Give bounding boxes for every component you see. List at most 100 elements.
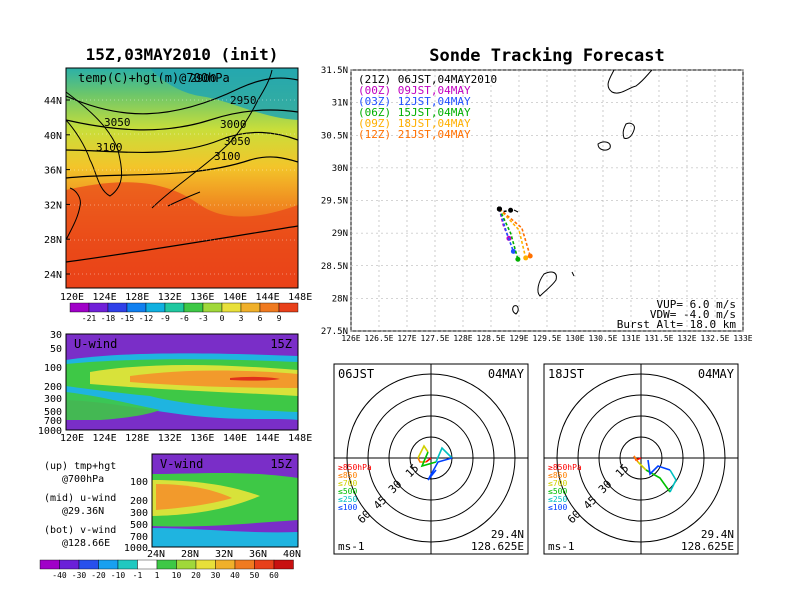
level-legend-entry: ≥850hPa	[338, 463, 372, 472]
u-wind-frame	[65, 333, 299, 431]
level-legend-entry: ≤500	[548, 487, 567, 496]
lon-tick-label: 131E	[621, 334, 640, 343]
height-contour	[66, 225, 298, 263]
colorbar-tick-label: -18	[101, 314, 116, 323]
lon-tick-label: 127.5E	[421, 334, 450, 343]
height-contour	[66, 156, 298, 179]
colorbar-tick-label: 9	[277, 314, 282, 323]
height-contour	[66, 77, 298, 115]
legend-note: @700hPa	[62, 474, 104, 485]
hodograph-trace	[633, 455, 677, 493]
colorbar-swatch	[183, 302, 204, 313]
hodograph-unit: ms-1	[548, 540, 575, 553]
colorbar-swatch	[69, 302, 90, 313]
colorbar-tick-label: 60	[269, 571, 279, 580]
tracking-legend-entry: (21Z) 06JST,04MAY2010	[358, 73, 497, 86]
hodograph-level-legend: ≥850hPa≤850≤700≤500≤250≤100	[548, 463, 582, 512]
colorbar-swatch	[195, 559, 216, 570]
sonde-track-line	[498, 208, 519, 260]
colorbar-swatch	[156, 559, 177, 570]
colorbar-swatch	[176, 559, 197, 570]
map-frame	[65, 67, 299, 289]
hodograph-lon: 128.625E	[681, 540, 734, 553]
lon-tick-label: 128E	[125, 292, 149, 303]
lat-tick-label: 30.5N	[321, 131, 348, 141]
sonde-track-line	[498, 208, 527, 259]
v-wind-label: V-wind	[160, 457, 203, 471]
map-lon-ticks: 120E 124E 128E 132E 136E 140E 144E 148E	[60, 292, 312, 303]
land-outline-japan	[151, 69, 273, 209]
lon-tick-label: 126.5E	[365, 334, 394, 343]
lat-tick-label: 28.5N	[321, 262, 348, 272]
lat-tick-label: 28N	[332, 294, 348, 304]
lat-tick-label: 29N	[332, 229, 348, 239]
level-legend-entry: ≥850hPa	[548, 463, 582, 472]
colorbar-swatch	[126, 302, 147, 313]
height-contour	[66, 109, 298, 131]
colorbar-swatch	[240, 302, 261, 313]
lon-tick-label: 133E	[733, 334, 752, 343]
wind-colorbar: -40 -30 -20 -10 -1 1 10 20 30 40 50 60	[39, 559, 294, 580]
colorbar-swatch	[164, 302, 185, 313]
pressure-tick-label: 300	[44, 394, 62, 405]
sonde-track-line	[498, 208, 515, 252]
hodograph-segment	[669, 469, 677, 493]
lon-tick-label: 140E	[223, 433, 247, 444]
lon-tick-label: 128E	[453, 334, 472, 343]
panel-legend-notes: (up) tmp+hgt @700hPa (mid) u-wind @29.36…	[44, 461, 116, 549]
hodograph-segment	[637, 461, 647, 471]
tracking-lon-ticks: 126E 126.5E 127E 127.5E 128E 128.5E 129E 129.5E…	[341, 334, 752, 343]
tracking-lat-ticks: 31.5N 31N 30.5N 30N 29.5N 29N 28.5N 28N 27.5N	[321, 66, 348, 337]
v-wind-frame	[151, 453, 299, 548]
colorbar-tick-label: 20	[191, 571, 201, 580]
lon-tick-label: 128E	[125, 433, 149, 444]
colorbar-swatch	[145, 302, 166, 313]
colorbar-tick-label: 10	[172, 571, 182, 580]
hodograph-level-legend: ≥850hPa≤850≤700≤500≤250≤100	[338, 463, 372, 512]
contour-label: 2950	[230, 94, 257, 107]
tracking-legend: (21Z) 06JST,04MAY2010(00Z) 09JST,04MAY(0…	[358, 73, 497, 141]
map-title: 15Z,03MAY2010 (init)	[86, 45, 279, 64]
sonde-tracks	[496, 206, 533, 262]
lat-tick-label: 28N	[181, 549, 199, 560]
ascent-velocity: VUP= 6.0 m/s	[657, 298, 736, 311]
hodograph-lat: 29.4N	[701, 528, 734, 541]
pressure-tick-label: 100	[44, 363, 62, 374]
colorbar-swatch	[88, 302, 109, 313]
lon-tick-label: 148E	[288, 292, 312, 303]
pressure-tick-label: 700	[44, 416, 62, 427]
colorbar-tick-label: 30	[211, 571, 221, 580]
hodograph-date: 04MAY	[488, 367, 525, 381]
legend-note: @128.66E	[62, 538, 110, 549]
hodograph-segment	[420, 451, 437, 468]
colorbar-swatch	[202, 302, 223, 313]
colorbar-swatch	[39, 559, 60, 570]
hodograph-segment	[647, 459, 671, 476]
level-legend-entry: ≤500	[338, 487, 357, 496]
colorbar-tick-label: -15	[120, 314, 135, 323]
lon-tick-label: 148E	[288, 433, 312, 444]
map-gridlines	[66, 99, 298, 275]
colorbar-swatch	[254, 559, 275, 570]
colorbar-tick-label: 1	[155, 571, 160, 580]
lat-tick-label: 44N	[44, 96, 62, 107]
hodograph-segment	[417, 444, 429, 459]
level-legend-entry: ≤250	[338, 495, 357, 504]
level-legend-entry: ≤700	[548, 479, 567, 488]
colorbar-tick-label: 50	[250, 571, 260, 580]
colorbar-swatch	[215, 559, 236, 570]
colorbar-swatch	[273, 559, 294, 570]
tracking-legend-entry: (12Z) 21JST,04MAY	[358, 128, 471, 141]
tracking-legend-entry: (03Z) 12JST,04MAY	[358, 95, 471, 108]
temperature-colorbar: -21 -18 -15 -12 -9 -6 -3 0 3 6 9	[69, 302, 299, 323]
lon-tick-label: 132E	[158, 292, 182, 303]
island-outline	[597, 141, 611, 151]
island-outline	[537, 271, 557, 297]
warm-core-area	[66, 182, 298, 288]
colorbar-tick-label: -9	[160, 314, 170, 323]
tracking-legend-entry: (09Z) 18JST,04MAY	[358, 117, 471, 130]
island-outline	[513, 209, 519, 213]
lat-tick-label: 31N	[332, 99, 348, 109]
